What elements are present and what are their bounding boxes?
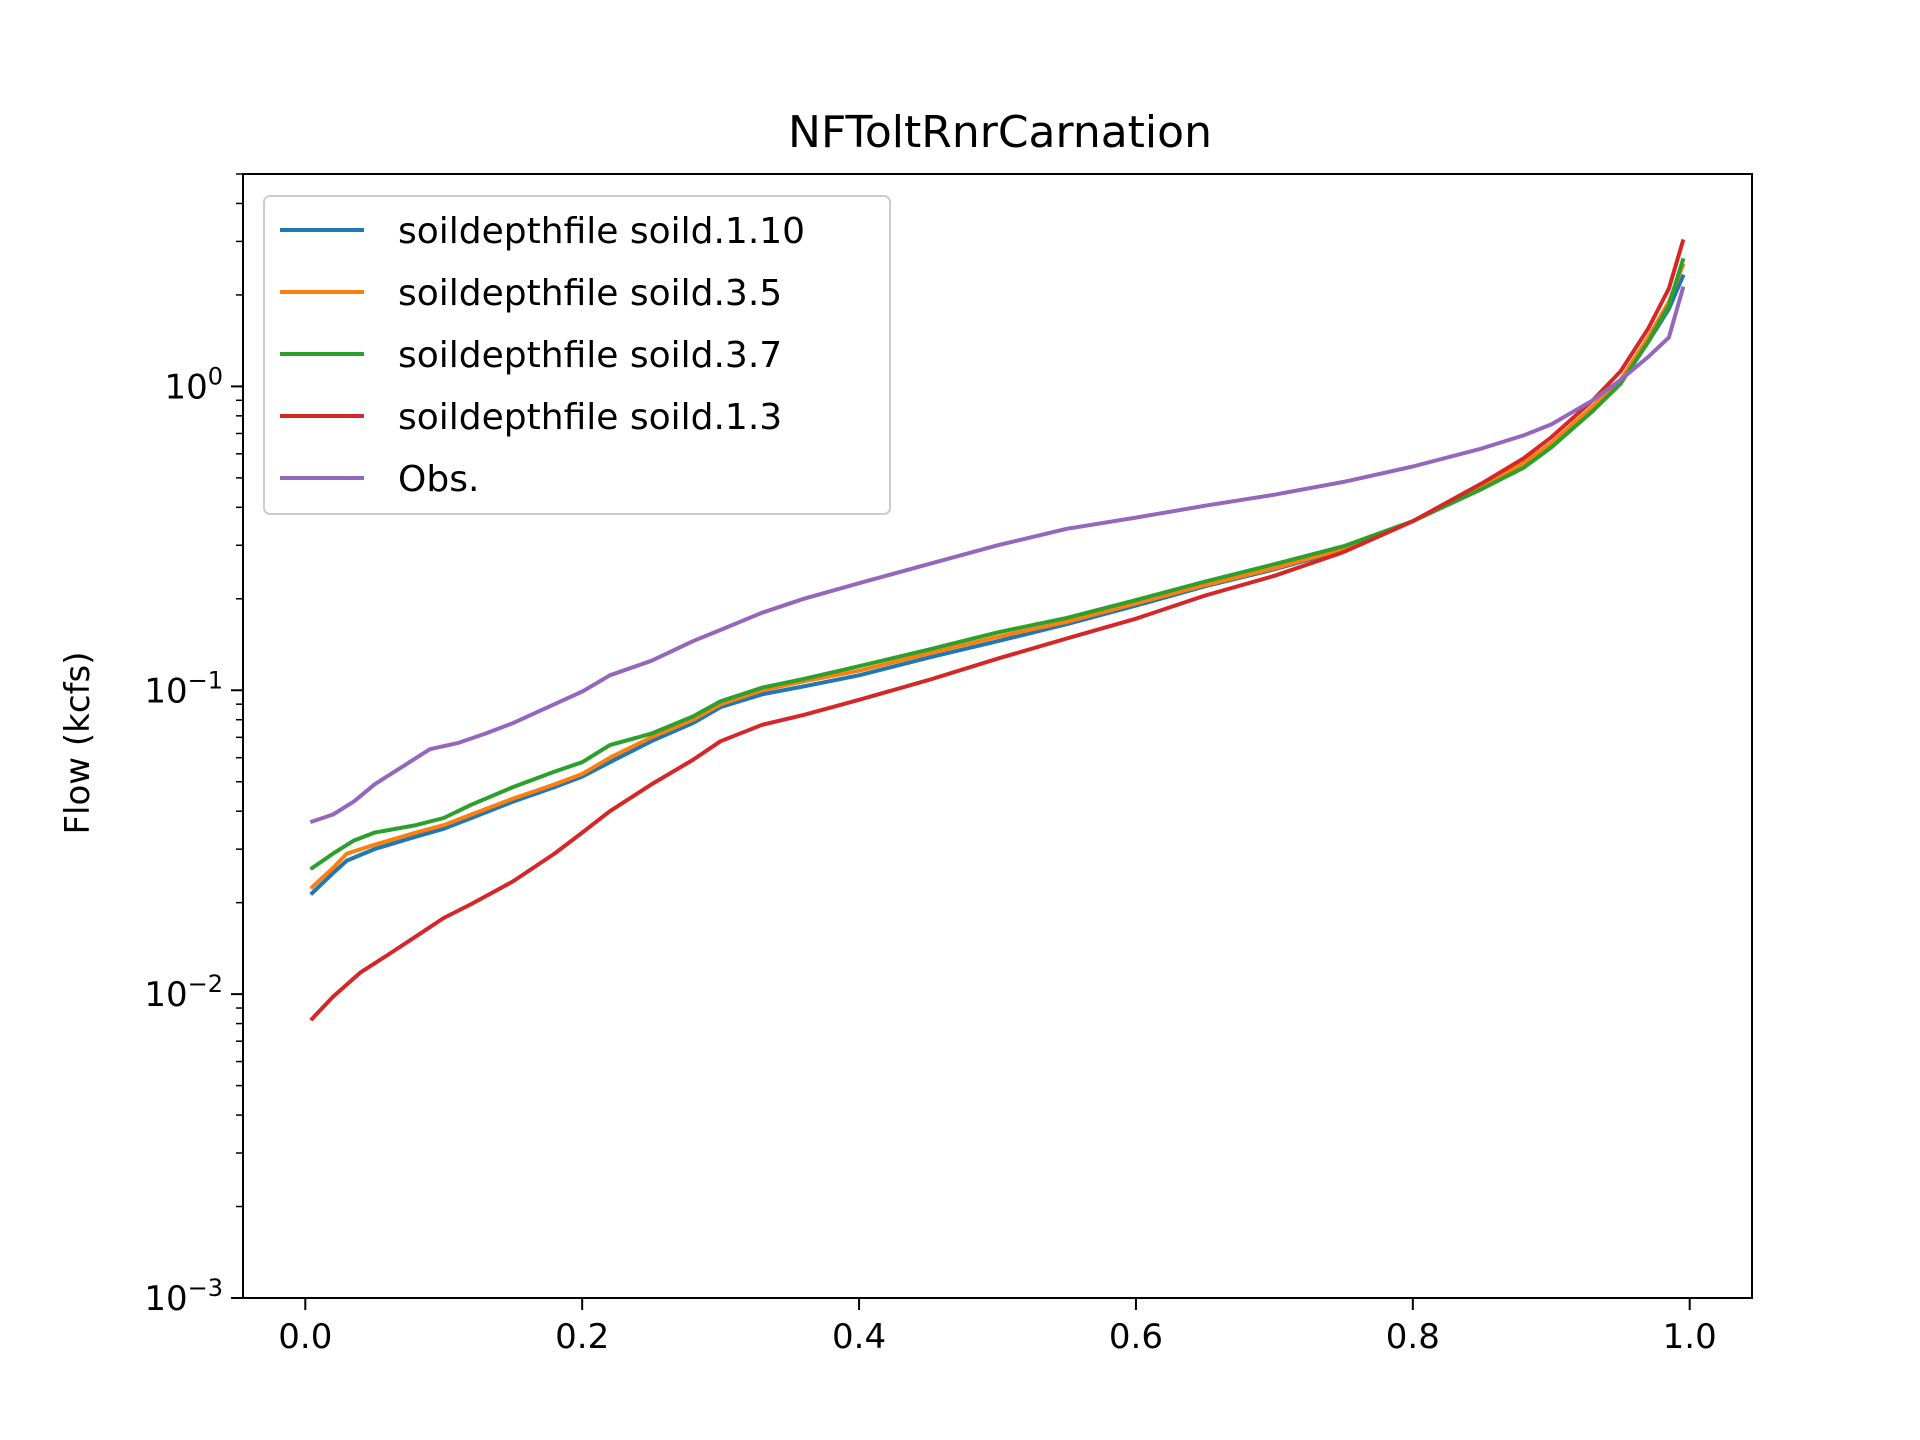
x-tick-label-3: 0.6 — [1109, 1317, 1163, 1357]
x-tick-label-5: 1.0 — [1663, 1317, 1717, 1357]
chart-title: NFToltRnrCarnation — [788, 107, 1212, 158]
legend-label-1: soildepthfile soild.3.5 — [398, 273, 782, 314]
plot-lines — [309, 238, 1686, 1022]
x-axis-ticks: 0.0 0.2 0.4 0.6 0.8 1.0 — [278, 1298, 1717, 1357]
x-tick-label-2: 0.4 — [832, 1317, 886, 1357]
legend-label-2: soildepthfile soild.3.7 — [398, 335, 782, 376]
plot-frame — [242, 173, 1753, 1299]
legend-label-0: soildepthfile soild.1.10 — [398, 211, 805, 252]
series-line-2 — [309, 257, 1686, 871]
legend-box — [263, 195, 891, 515]
series-line-3 — [309, 238, 1686, 1022]
x-tick-label-0: 0.0 — [278, 1317, 332, 1357]
legend-label-4: Obs. — [398, 459, 479, 500]
y-tick-label-3: 100 — [164, 362, 223, 407]
legend: soildepthfile soild.1.10 soildepthfile so… — [263, 195, 891, 515]
y-tick-label-2: 10−1 — [144, 666, 223, 711]
y-tick-label-0: 10−3 — [144, 1274, 223, 1319]
x-tick-label-4: 0.8 — [1386, 1317, 1440, 1357]
legend-label-3: soildepthfile soild.1.3 — [398, 397, 782, 438]
y-axis-ticks: 10−3 10−2 10−1 100 — [144, 173, 243, 1319]
y-tick-label-1: 10−2 — [144, 970, 223, 1015]
y-axis-label: Flow (kcfs) — [58, 651, 98, 834]
series-line-4 — [309, 286, 1686, 825]
series-line-1 — [309, 262, 1686, 890]
x-tick-label-1: 0.2 — [555, 1317, 609, 1357]
